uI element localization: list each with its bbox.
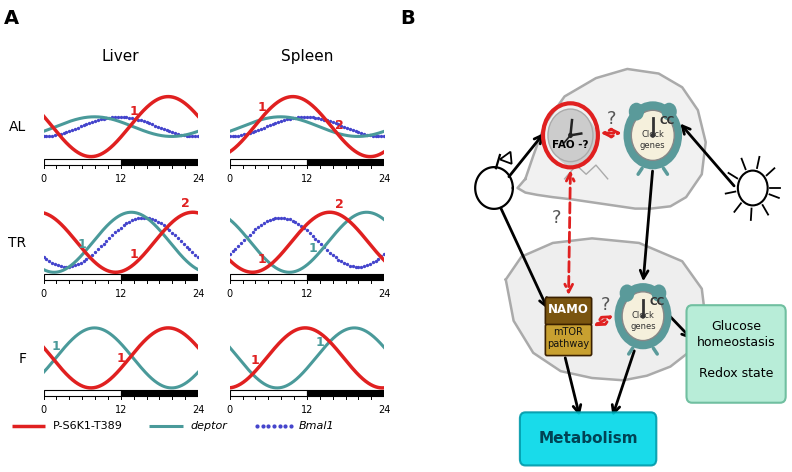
- Circle shape: [623, 292, 664, 341]
- Text: Clock
genes: Clock genes: [630, 311, 656, 330]
- Text: 2: 2: [335, 198, 344, 211]
- Text: 0: 0: [227, 174, 233, 184]
- Text: CC: CC: [649, 297, 665, 307]
- Circle shape: [629, 103, 644, 120]
- Text: Clock
genes: Clock genes: [640, 130, 665, 150]
- Text: Redox state: Redox state: [699, 367, 774, 380]
- Bar: [230, 390, 307, 396]
- Text: 24: 24: [378, 174, 390, 184]
- Text: 1: 1: [129, 248, 138, 261]
- Text: ?: ?: [607, 110, 616, 128]
- Text: Bmal1: Bmal1: [299, 421, 334, 430]
- Text: 1: 1: [251, 354, 260, 367]
- Text: 12: 12: [115, 405, 127, 415]
- Text: 1: 1: [257, 101, 266, 114]
- FancyBboxPatch shape: [546, 297, 592, 325]
- Text: Liver: Liver: [102, 49, 139, 64]
- Polygon shape: [551, 323, 586, 326]
- Bar: [121, 159, 198, 165]
- Text: mTOR
pathway: mTOR pathway: [547, 327, 589, 349]
- Circle shape: [619, 285, 634, 302]
- Bar: [230, 274, 307, 280]
- Text: B: B: [400, 9, 415, 28]
- Text: CC: CC: [660, 116, 675, 126]
- Text: NAMO: NAMO: [548, 303, 589, 316]
- Text: 1: 1: [257, 253, 266, 266]
- Bar: [307, 390, 384, 396]
- Text: 24: 24: [192, 174, 204, 184]
- Text: 1: 1: [315, 336, 324, 349]
- Text: TR: TR: [8, 236, 26, 250]
- Text: 2: 2: [181, 197, 189, 210]
- Text: 1: 1: [78, 238, 86, 251]
- Circle shape: [625, 102, 681, 169]
- Text: 24: 24: [378, 405, 390, 415]
- Text: 1: 1: [116, 352, 125, 364]
- Text: 0: 0: [40, 289, 47, 299]
- Text: 0: 0: [40, 174, 47, 184]
- Bar: [121, 274, 198, 280]
- Circle shape: [615, 284, 670, 348]
- Text: Metabolism: Metabolism: [539, 431, 638, 447]
- Bar: [230, 159, 307, 165]
- FancyBboxPatch shape: [546, 324, 592, 355]
- Circle shape: [553, 115, 598, 167]
- Text: deptor: deptor: [190, 421, 227, 430]
- Text: 12: 12: [115, 174, 127, 184]
- Text: 12: 12: [301, 405, 313, 415]
- Text: P-S6K1-T389: P-S6K1-T389: [52, 421, 123, 430]
- Polygon shape: [506, 238, 706, 380]
- FancyBboxPatch shape: [687, 305, 786, 403]
- Circle shape: [738, 170, 767, 205]
- Text: 2: 2: [335, 119, 344, 132]
- FancyBboxPatch shape: [520, 413, 657, 465]
- Circle shape: [661, 103, 677, 120]
- Text: 1: 1: [52, 340, 61, 354]
- Text: 12: 12: [115, 289, 127, 299]
- Text: 24: 24: [192, 405, 204, 415]
- Bar: [307, 274, 384, 280]
- Text: 12: 12: [301, 174, 313, 184]
- Text: Spleen: Spleen: [280, 49, 333, 64]
- Text: FAO -?: FAO -?: [552, 140, 588, 151]
- Text: A: A: [4, 9, 19, 28]
- Circle shape: [568, 133, 573, 138]
- Text: 0: 0: [227, 289, 233, 299]
- Text: 24: 24: [192, 289, 204, 299]
- Circle shape: [652, 285, 666, 302]
- Text: 0: 0: [40, 405, 47, 415]
- Text: 1: 1: [309, 242, 318, 255]
- Text: AL: AL: [9, 120, 26, 135]
- Text: 12: 12: [301, 289, 313, 299]
- Circle shape: [548, 109, 593, 161]
- Circle shape: [651, 133, 655, 138]
- Text: 1: 1: [129, 105, 138, 118]
- Text: Glucose
homeostasis: Glucose homeostasis: [697, 320, 775, 349]
- Text: ?: ?: [552, 209, 562, 227]
- Bar: [307, 159, 384, 165]
- Circle shape: [631, 110, 674, 160]
- Bar: [44, 390, 121, 396]
- Bar: [44, 159, 121, 165]
- Text: ?: ?: [601, 296, 611, 314]
- Text: 24: 24: [378, 289, 390, 299]
- Bar: [121, 390, 198, 396]
- Bar: [44, 274, 121, 280]
- Text: F: F: [18, 352, 26, 366]
- Polygon shape: [517, 69, 706, 209]
- Circle shape: [641, 314, 645, 319]
- Text: 0: 0: [227, 405, 233, 415]
